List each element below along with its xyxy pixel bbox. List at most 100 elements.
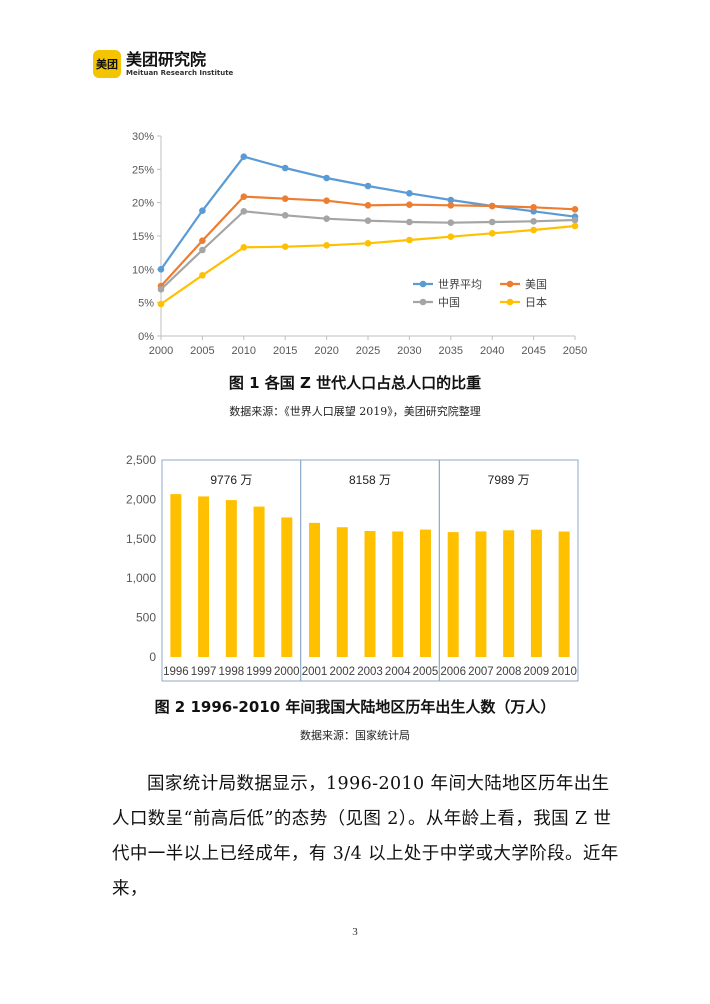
legend-marker [506,280,514,288]
data-point [240,193,248,200]
bar [392,531,404,657]
data-point [240,208,248,215]
data-point [488,218,496,226]
x-tick-label: 2015 [273,345,297,357]
bar [309,522,321,657]
x-tick-label: 1999 [246,666,272,678]
y-tick-label: 2,500 [126,453,156,467]
data-point [571,222,579,230]
x-tick-label: 2007 [468,666,494,678]
x-tick-label: 2025 [356,345,380,357]
data-point [199,237,206,244]
x-tick-label: 1997 [191,666,217,678]
x-tick-label: 2050 [563,345,587,357]
data-point [323,215,330,222]
legend-label: 日本 [525,295,547,309]
logo-name: 美团研究院 [126,49,207,69]
data-point [364,202,372,209]
data-point [199,207,206,214]
data-point [199,272,206,279]
data-point [157,266,165,273]
chart-z-generation-share: 0% 5% 10% 15% 20% 25% 30% 2000 2005 2010 2015 2020 2… [132,131,587,357]
data-point [447,219,455,226]
x-tick-label: 2001 [302,666,328,678]
x-tick-label: 2005 [413,666,439,678]
bar [558,531,570,657]
data-point [323,174,330,182]
data-point [447,202,455,209]
figure1-caption: 图 1 各国 Z 世代人口占总人口的比重 [228,374,482,392]
chart-birth-population: 0 500 1,000 1,500 2,000 2,500 1996 1997 1998 1999… [126,453,579,682]
data-point [406,218,413,226]
x-tick-label: 2005 [190,345,214,357]
data-point [199,246,206,254]
legend-label: 中国 [438,296,460,309]
x-tick-label: 2008 [496,666,522,678]
data-point [157,286,165,293]
y-tick-label: 30% [132,131,154,143]
x-tick-label: 2006 [440,666,466,678]
data-point [447,233,455,240]
x-tick-label: 2000 [149,345,173,357]
data-point [447,196,455,204]
group-total-label: 9776 万 [210,473,252,487]
series-line [160,224,576,305]
y-tick-label: 5% [138,298,154,310]
data-point [571,206,579,213]
x-tick-label: 2020 [314,345,338,357]
data-point [571,216,579,224]
bar [253,506,265,657]
data-point [488,230,496,237]
data-point [364,217,372,224]
data-point [157,300,165,308]
legend-label: 世界平均 [438,278,482,291]
x-tick-label: 2003 [357,666,383,678]
legend-marker [506,298,514,306]
body-paragraph: 国家统计局数据显示，1996-2010 年间大陆地区历年出生人口数呈“前高后低”… [112,774,619,899]
figure2-source: 数据来源：国家统计局 [300,729,410,742]
group-total-label: 7989 万 [488,473,530,487]
data-point [281,212,289,219]
data-point [406,236,413,244]
data-point [323,197,330,204]
group-box [438,459,579,682]
bar [170,494,182,657]
y-tick-label: 1,500 [126,532,156,546]
bar [447,532,459,657]
data-point [406,190,413,197]
bar [503,530,515,657]
series-line [160,155,576,270]
meituan-logo: 美团 美团研究院 Meituan Research Institute [93,50,233,78]
bar [281,517,293,657]
bar [530,529,542,657]
data-point [530,226,537,234]
x-tick-label: 2002 [329,666,355,678]
data-point [281,164,289,172]
bar [364,530,376,657]
y-tick-label: 0% [138,331,154,343]
x-tick-label: 2010 [232,345,256,357]
y-tick-label: 2,000 [126,492,156,506]
legend-label: 美国 [525,278,547,291]
data-point [406,201,413,208]
y-tick-label: 1,000 [126,571,156,585]
data-point [488,202,496,210]
data-point [364,240,372,247]
x-tick-label: 2035 [439,345,463,357]
logo-subtitle: Meituan Research Institute [126,68,234,77]
x-tick-label: 2009 [524,666,550,678]
x-tick-label: 2030 [397,345,421,357]
y-tick-label: 0 [149,650,156,664]
y-tick-label: 25% [132,164,154,176]
figure2-caption: 图 2 1996-2010 年间我国大陆地区历年出生人数（万人） [154,698,556,716]
data-point [530,218,537,225]
data-point [323,242,330,249]
data-point [240,244,248,251]
group-total-label: 8158 万 [349,473,391,487]
figure1-source: 数据来源：《世界人口展望 2019》，美团研究院整理 [229,405,481,418]
legend-marker [419,280,427,288]
page-number: 3 [352,926,358,938]
x-tick-label: 2010 [551,666,577,678]
bar [225,500,237,657]
x-tick-label: 2004 [385,666,411,678]
